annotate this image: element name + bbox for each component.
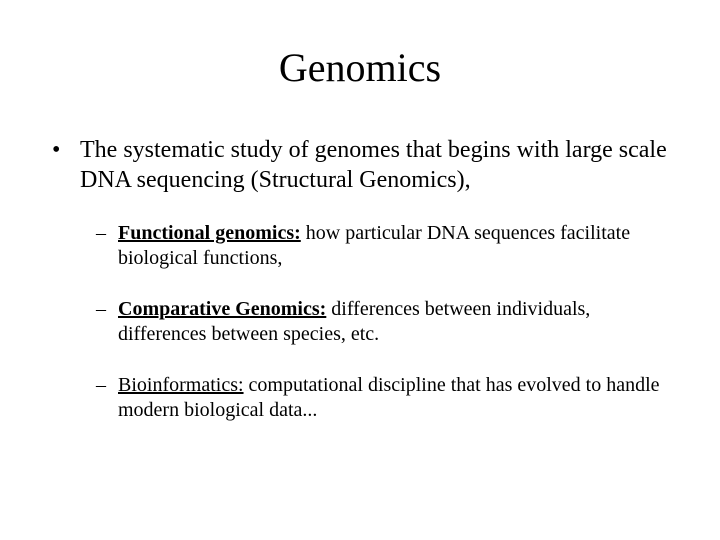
bullet-marker-l1: • xyxy=(52,135,80,195)
sub-bullet: – Comparative Genomics: differences betw… xyxy=(48,297,672,347)
sub-bullet-lead: Bioinformatics: xyxy=(118,374,244,396)
bullet-marker-l2: – xyxy=(96,221,118,271)
main-bullet: • The systematic study of genomes that b… xyxy=(48,135,672,195)
sub-bullet: – Bioinformatics: computational discipli… xyxy=(48,373,672,423)
sub-bullet-text: Functional genomics: how particular DNA … xyxy=(118,221,672,271)
slide-title: Genomics xyxy=(48,44,672,91)
sub-bullet: – Functional genomics: how particular DN… xyxy=(48,221,672,271)
sub-bullet-lead: Functional genomics: xyxy=(118,222,301,244)
sub-bullet-lead: Comparative Genomics: xyxy=(118,298,326,320)
bullet-marker-l2: – xyxy=(96,297,118,347)
main-bullet-text: The systematic study of genomes that beg… xyxy=(80,135,672,195)
sub-bullet-text: Comparative Genomics: differences betwee… xyxy=(118,297,672,347)
sub-bullet-text: Bioinformatics: computational discipline… xyxy=(118,373,672,423)
bullet-marker-l2: – xyxy=(96,373,118,423)
